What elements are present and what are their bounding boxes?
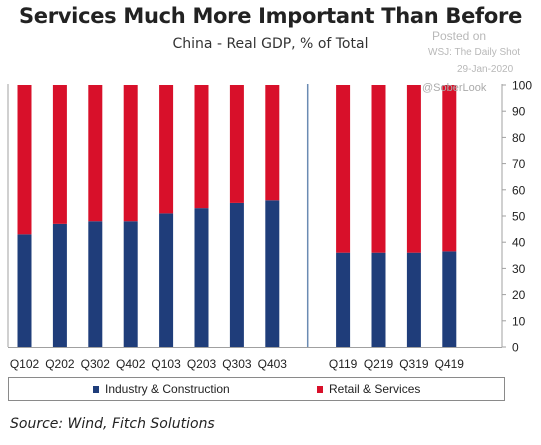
- bar-industry-q103: [159, 213, 174, 347]
- watermark-outlet: WSJ: The Daily Shot: [428, 47, 521, 58]
- x-tick-label: Q202: [45, 357, 75, 371]
- bar-retail-q402: [123, 85, 138, 222]
- legend-label-industry: Industry & Construction: [105, 382, 230, 396]
- bar-retail-q103: [159, 85, 174, 214]
- bar-industry-q402: [123, 221, 138, 347]
- bar-industry-q202: [52, 223, 67, 347]
- y-tick-label: 30: [512, 262, 526, 276]
- y-tick-label: 70: [512, 157, 526, 171]
- y-tick-label: 20: [512, 288, 526, 302]
- x-tick-label: Q119: [329, 357, 358, 371]
- bar-industry-q303: [229, 202, 244, 347]
- y-tick-label: 40: [512, 236, 526, 250]
- bar-industry-q403: [265, 200, 280, 347]
- x-tick-label: Q402: [116, 357, 146, 371]
- bar-retail-q403: [265, 85, 280, 201]
- bar-retail-q303: [229, 85, 244, 203]
- bar-industry-q203: [194, 208, 209, 347]
- bar-industry-q302: [88, 221, 103, 347]
- x-tick-label: Q302: [81, 357, 111, 371]
- y-tick-label: 100: [512, 79, 532, 93]
- x-tick-label: Q303: [222, 357, 252, 371]
- bar-industry-q119: [336, 252, 351, 347]
- y-tick-label: 50: [512, 210, 526, 224]
- x-tick-label: Q102: [10, 357, 40, 371]
- bar-industry-q319: [406, 252, 421, 347]
- bar-retail-q419: [442, 85, 457, 252]
- legend-label-retail: Retail & Services: [329, 382, 421, 396]
- legend-item-industry: Industry & Construction: [93, 382, 230, 396]
- chart-subtitle: China - Real GDP, % of Total: [172, 36, 369, 52]
- y-tick-label: 0: [512, 341, 519, 355]
- y-tick-label: 60: [512, 183, 526, 197]
- bar-retail-q302: [88, 85, 103, 222]
- watermark-posted-on: Posted on: [432, 29, 487, 43]
- bar-industry-q102: [17, 234, 32, 347]
- x-tick-label: Q403: [258, 357, 288, 371]
- y-tick-label: 10: [512, 314, 526, 328]
- x-tick-label: Q419: [435, 357, 465, 371]
- legend-swatch-retail: [317, 386, 323, 393]
- chart-legend: Industry & Construction Retail & Service…: [8, 377, 505, 401]
- source-note: Source: Wind, Fitch Solutions: [10, 416, 215, 432]
- x-tick-label: Q319: [399, 357, 429, 371]
- y-tick-label: 90: [512, 105, 526, 119]
- watermark-handle: @SoberLook: [422, 82, 487, 94]
- legend-item-retail: Retail & Services: [317, 382, 420, 396]
- chart-title: Services Much More Important Than Before: [18, 4, 523, 28]
- bar-industry-q219: [371, 252, 386, 347]
- bar-retail-q102: [17, 85, 32, 235]
- bar-retail-q319: [406, 85, 421, 253]
- legend-swatch-industry: [93, 386, 99, 393]
- bar-retail-q202: [52, 85, 67, 224]
- bar-retail-q219: [371, 85, 386, 253]
- x-tick-label: Q219: [364, 357, 394, 371]
- x-tick-label: Q103: [151, 357, 181, 371]
- bar-retail-q119: [336, 85, 351, 253]
- watermark-date: 29-Jan-2020: [457, 64, 514, 75]
- y-tick-label: 80: [512, 131, 526, 145]
- bar-retail-q203: [194, 85, 209, 209]
- bar-industry-q419: [442, 251, 457, 347]
- x-tick-label: Q203: [187, 357, 217, 371]
